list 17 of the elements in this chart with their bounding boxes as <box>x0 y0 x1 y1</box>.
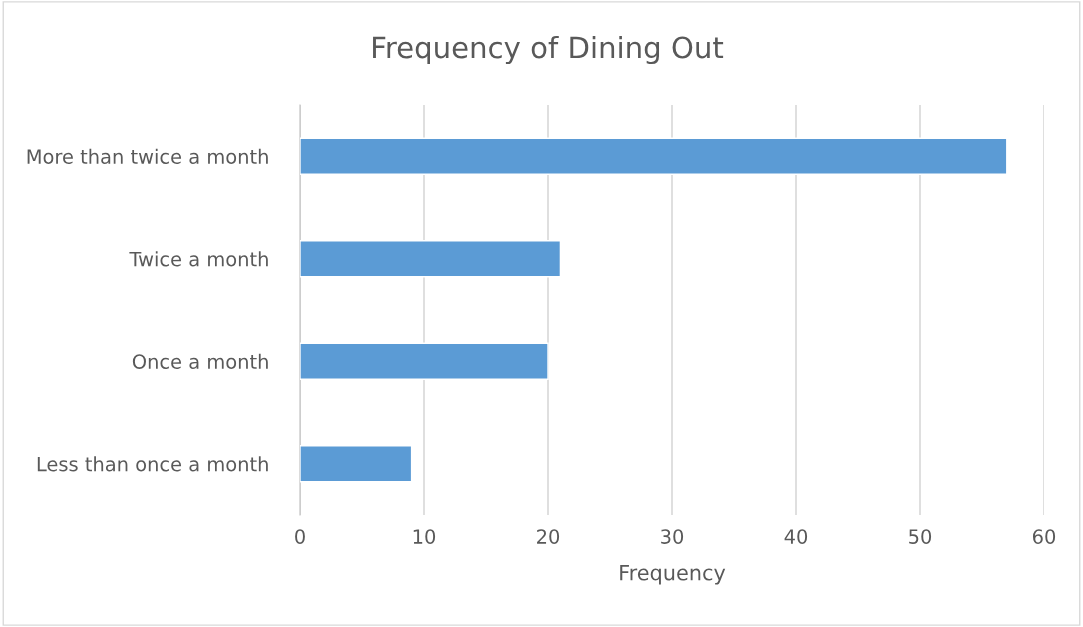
x-tick-label: 40 <box>784 529 808 544</box>
y-tick-label: Once a month <box>132 353 268 369</box>
y-tick-label: More than twice a month <box>27 148 268 164</box>
y-tick-label: Twice a month <box>129 251 268 267</box>
x-axis-title: Frequency <box>620 565 726 585</box>
x-tick-label: 60 <box>1032 529 1056 544</box>
bar <box>300 445 413 483</box>
bar <box>300 137 1008 175</box>
bar <box>300 342 549 380</box>
x-tick-label: 0 <box>295 529 305 544</box>
y-tick-label: Less than once a month <box>37 456 268 472</box>
x-tick-label: 20 <box>537 529 560 544</box>
x-tick-label: 50 <box>909 529 932 544</box>
bar <box>300 240 562 278</box>
chart-title: Frequency of Dining Out <box>373 35 724 65</box>
x-tick-label: 30 <box>661 529 684 544</box>
x-tick-label: 10 <box>413 529 436 544</box>
